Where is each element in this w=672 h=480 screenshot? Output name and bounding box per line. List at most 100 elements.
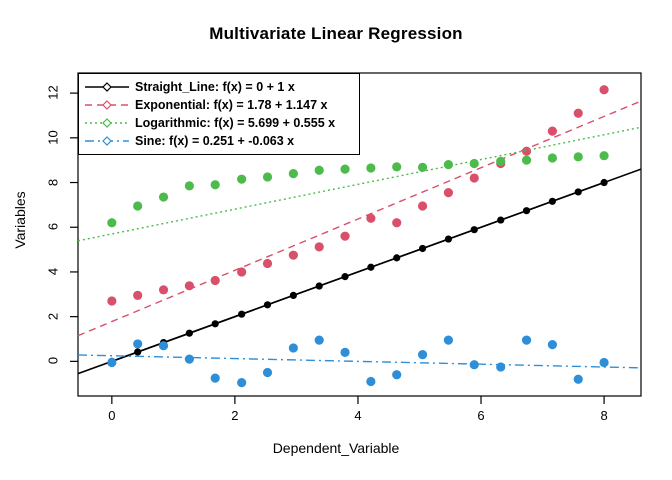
- data-point: [443, 160, 454, 170]
- x-tick-label: 0: [108, 408, 116, 423]
- data-point: [133, 290, 143, 301]
- data-point: [392, 370, 402, 380]
- legend-item-straight-line: Straight_Line: f(x) = 0 + 1 x: [79, 78, 295, 96]
- data-point: [107, 296, 117, 306]
- data-point: [573, 374, 583, 384]
- data-point: [185, 329, 193, 337]
- data-point: [392, 162, 402, 172]
- data-point: [134, 348, 142, 356]
- data-point: [341, 273, 349, 281]
- regression-line-sine: [77, 354, 642, 369]
- legend-label-sine: Sine: f(x) = 0.251 + -0.063 x: [135, 134, 295, 148]
- data-point: [262, 367, 273, 378]
- data-point: [470, 226, 478, 234]
- data-point: [417, 350, 428, 360]
- legend-key-logarithmic: [85, 118, 129, 128]
- series-layer: [77, 85, 642, 388]
- legend-diamond-marker: [102, 100, 112, 110]
- data-point: [315, 282, 323, 290]
- y-tick-label: 2: [45, 312, 61, 320]
- data-point: [444, 235, 453, 243]
- legend-diamond-marker: [102, 82, 112, 92]
- data-point: [418, 244, 427, 253]
- data-point: [600, 178, 608, 187]
- data-point: [366, 376, 376, 387]
- legend-item-sine: Sine: f(x) = 0.251 + -0.063 x: [79, 132, 294, 150]
- legend-item-logarithmic: Logarithmic: f(x) = 5.699 + 0.555 x: [79, 114, 335, 132]
- data-point: [521, 155, 532, 165]
- data-point: [133, 201, 143, 211]
- data-point: [288, 250, 298, 260]
- regression-line-exponential: [77, 100, 642, 337]
- data-point: [417, 162, 428, 172]
- data-point: [314, 335, 324, 345]
- y-axis-label: Variables: [12, 191, 28, 249]
- data-point: [599, 357, 609, 368]
- data-point: [417, 201, 428, 211]
- data-point: [521, 146, 532, 156]
- data-point: [548, 197, 556, 205]
- legend-label-straight-line: Straight_Line: f(x) = 0 + 1 x: [135, 80, 295, 94]
- regression-line-logarithmic: [77, 126, 642, 242]
- data-point: [262, 258, 273, 269]
- legend-key-straight-line: [85, 82, 129, 92]
- data-point: [340, 347, 350, 358]
- x-tick-label: 2: [231, 408, 239, 423]
- data-point: [158, 285, 169, 295]
- data-point: [263, 301, 272, 309]
- y-tick-label: 10: [45, 130, 61, 145]
- data-point: [237, 377, 247, 388]
- legend-item-exponential: Exponential: f(x) = 1.78 + 1.147 x: [79, 96, 327, 114]
- x-tick-label: 8: [600, 408, 608, 423]
- data-point: [497, 216, 505, 224]
- y-tick-label: 6: [45, 223, 61, 231]
- y-tick-label: 0: [45, 357, 61, 365]
- y-tick-label: 8: [45, 178, 61, 186]
- chart-title: Multivariate Linear Regression: [209, 24, 463, 43]
- legend-diamond-marker: [102, 118, 112, 128]
- data-point: [573, 108, 583, 118]
- data-point: [366, 163, 376, 173]
- data-point: [237, 174, 247, 184]
- data-point: [469, 158, 479, 169]
- data-point: [573, 152, 583, 162]
- data-point: [314, 242, 324, 252]
- data-point: [340, 231, 350, 241]
- data-point: [314, 165, 324, 175]
- data-point: [262, 172, 273, 182]
- data-point: [547, 153, 557, 163]
- legend-key-sine: [85, 136, 129, 146]
- legend-diamond-marker: [102, 136, 112, 146]
- x-tick-label: 4: [354, 408, 362, 423]
- data-point: [469, 173, 479, 183]
- data-point: [107, 357, 117, 368]
- legend-key-exponential: [85, 100, 129, 110]
- y-tick-label: 4: [45, 267, 61, 276]
- data-point: [289, 291, 297, 300]
- legend-label-exponential: Exponential: f(x) = 1.78 + 1.147 x: [135, 98, 328, 112]
- data-point: [547, 339, 557, 350]
- data-point: [522, 207, 531, 215]
- data-point: [210, 180, 220, 190]
- data-point: [367, 263, 375, 271]
- data-point: [443, 335, 454, 345]
- x-axis-label: Dependent_Variable: [272, 440, 400, 456]
- data-point: [184, 281, 194, 291]
- data-point: [133, 339, 143, 349]
- data-point: [184, 354, 194, 364]
- data-point: [574, 188, 582, 196]
- data-point: [393, 254, 401, 262]
- data-point: [496, 156, 506, 166]
- data-point: [158, 192, 169, 202]
- data-point: [288, 168, 298, 179]
- data-point: [366, 213, 376, 223]
- data-point: [288, 343, 298, 353]
- data-point: [211, 320, 219, 328]
- data-point: [496, 362, 506, 372]
- data-point: [210, 275, 220, 286]
- data-point: [238, 310, 246, 318]
- data-point: [210, 373, 220, 383]
- data-point: [469, 360, 479, 370]
